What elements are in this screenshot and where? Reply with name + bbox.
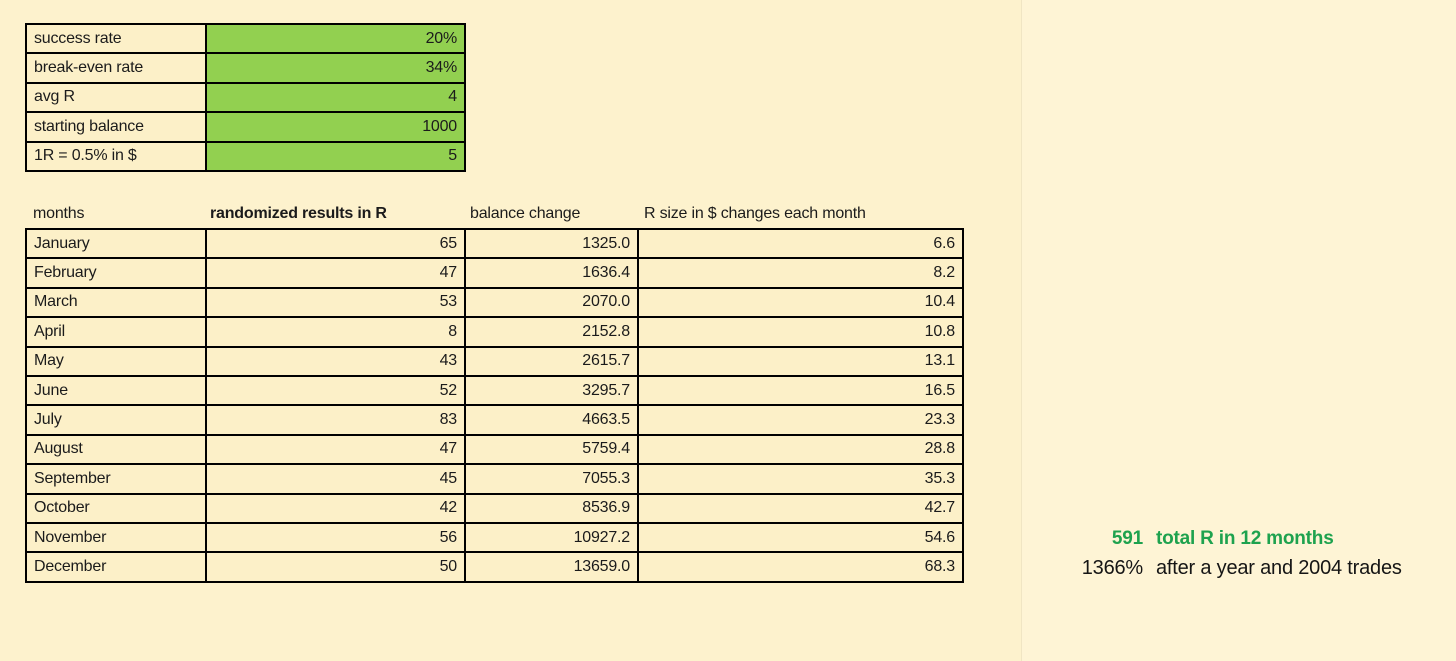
value-cell[interactable]: 35.3 [637,463,964,495]
table-row: January 65 1325.0 6.6 [25,227,964,260]
table-row: July 83 4663.5 23.3 [25,404,964,436]
value-cell[interactable]: 10927.2 [464,521,639,554]
total-r-label[interactable]: total R in 12 months [1156,527,1334,549]
table-row: September 45 7055.3 35.3 [25,463,964,495]
month-cell[interactable]: November [25,521,207,554]
value-cell[interactable]: 10.4 [637,286,964,319]
value-cell[interactable]: 83 [205,404,466,436]
value-cell[interactable]: 8536.9 [464,492,639,524]
month-cell[interactable]: October [25,492,207,524]
value-cell[interactable]: 2070.0 [464,286,639,319]
value-cell[interactable]: 10.8 [637,316,964,348]
value-cell[interactable]: 1325.0 [464,227,639,260]
table-row: February 47 1636.4 8.2 [25,257,964,289]
table-row: March 53 2070.0 10.4 [25,286,964,319]
value-cell[interactable]: 65 [205,227,466,260]
value-cell[interactable]: 47 [205,257,466,289]
background-seam [1021,0,1456,661]
value-cell[interactable]: 54.6 [637,521,964,554]
parameter-label-cell[interactable]: starting balance [25,111,207,143]
total-r-row: 591 total R in 12 months [1045,524,1402,554]
table-row: October 42 8536.9 42.7 [25,492,964,524]
column-header-r-size[interactable]: R size in $ changes each month [644,204,866,222]
month-cell[interactable]: August [25,433,207,466]
parameter-label-cell[interactable]: success rate [25,22,207,55]
table-row: August 47 5759.4 28.8 [25,433,964,466]
parameter-value-cell[interactable]: 20% [205,22,466,55]
month-cell[interactable]: December [25,551,207,583]
value-cell[interactable]: 45 [205,463,466,495]
parameter-value-cell[interactable]: 1000 [205,111,466,143]
value-cell[interactable]: 1636.4 [464,257,639,289]
column-header-balance-change[interactable]: balance change [470,204,581,222]
parameter-row: starting balance 1000 [25,111,466,143]
parameter-value-cell[interactable]: 34% [205,52,466,84]
parameter-row: break-even rate 34% [25,52,466,84]
value-cell[interactable]: 56 [205,521,466,554]
value-cell[interactable]: 13.1 [637,345,964,377]
month-cell[interactable]: September [25,463,207,495]
table-row: December 50 13659.0 68.3 [25,551,964,583]
value-cell[interactable]: 6.6 [637,227,964,260]
month-cell[interactable]: July [25,404,207,436]
value-cell[interactable]: 2615.7 [464,345,639,377]
value-cell[interactable]: 13659.0 [464,551,639,583]
table-row: November 56 10927.2 54.6 [25,521,964,554]
value-cell[interactable]: 2152.8 [464,316,639,348]
parameter-label-cell[interactable]: break-even rate [25,52,207,84]
table-row: May 43 2615.7 13.1 [25,345,964,377]
month-cell[interactable]: March [25,286,207,319]
percent-row: 1366% after a year and 2004 trades [1045,554,1402,584]
value-cell[interactable]: 16.5 [637,374,964,407]
parameter-label-cell[interactable]: 1R = 0.5% in $ [25,140,207,172]
value-cell[interactable]: 53 [205,286,466,319]
value-cell[interactable]: 50 [205,551,466,583]
results-table-body: January 65 1325.0 6.6 February 47 1636.4 8.2 Mar… [25,227,964,583]
month-cell[interactable]: May [25,345,207,377]
value-cell[interactable]: 28.8 [637,433,964,466]
value-cell[interactable]: 43 [205,345,466,377]
month-cell[interactable]: April [25,316,207,348]
table-row: June 52 3295.7 16.5 [25,374,964,407]
value-cell[interactable]: 5759.4 [464,433,639,466]
total-r-value[interactable]: 591 [1111,527,1143,549]
percent-value[interactable]: 1366% [1081,556,1143,579]
column-header-randomized-results[interactable]: randomized results in R [210,204,387,222]
value-cell[interactable]: 4663.5 [464,404,639,436]
value-cell[interactable]: 47 [205,433,466,466]
parameter-value-cell[interactable]: 5 [205,140,466,172]
value-cell[interactable]: 42 [205,492,466,524]
value-cell[interactable]: 8.2 [637,257,964,289]
value-cell[interactable]: 3295.7 [464,374,639,407]
results-table: January 65 1325.0 6.6 February 47 1636.4 8.2 Mar… [25,227,964,583]
month-cell[interactable]: January [25,227,207,260]
parameter-row: 1R = 0.5% in $5 [25,140,466,172]
parameter-row: success rate 20% [25,22,466,55]
value-cell[interactable]: 52 [205,374,466,407]
parameter-label-cell[interactable]: avg R [25,81,207,114]
month-cell[interactable]: June [25,374,207,407]
value-cell[interactable]: 23.3 [637,404,964,436]
value-cell[interactable]: 68.3 [637,551,964,583]
value-cell[interactable]: 7055.3 [464,463,639,495]
results-header-row: months randomized results in R balance c… [25,199,962,228]
table-row: April 8 2152.8 10.8 [25,316,964,348]
month-cell[interactable]: February [25,257,207,289]
parameter-value-cell[interactable]: 4 [205,81,466,114]
percent-label[interactable]: after a year and 2004 trades [1156,556,1402,579]
value-cell[interactable]: 42.7 [637,492,964,524]
value-cell[interactable]: 8 [205,316,466,348]
summary-annotations: 591 total R in 12 months 1366% after a y… [1045,524,1402,583]
column-header-months[interactable]: months [33,204,85,222]
